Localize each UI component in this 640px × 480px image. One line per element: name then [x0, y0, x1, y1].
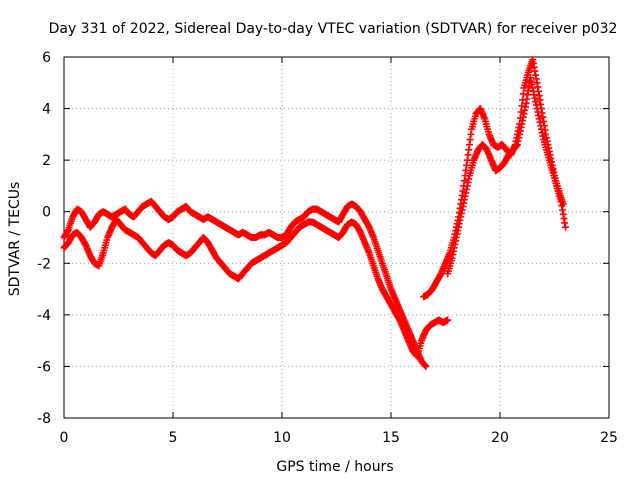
grid-lines	[64, 57, 609, 418]
y-tick-label: 0	[42, 205, 51, 221]
y-tick-label: -8	[37, 411, 51, 427]
x-tick-label: 20	[491, 430, 509, 446]
series-trace-b	[60, 215, 452, 360]
x-tick-label: 25	[600, 430, 618, 446]
y-tick-label: -6	[37, 359, 51, 375]
data-point	[519, 96, 527, 104]
tick-labels: 0 5 10 15 20 25 -8 -6 -4 -2 0 2 4 6	[37, 50, 618, 446]
y-tick-label: 4	[42, 102, 51, 118]
data-point	[519, 90, 527, 98]
data-points	[60, 56, 569, 370]
y-axis-label: SDTVAR / TECUs	[7, 182, 23, 297]
data-point	[518, 102, 526, 110]
x-tick-label: 10	[273, 430, 291, 446]
x-axis-label: GPS time / hours	[276, 459, 393, 475]
data-point	[561, 223, 569, 231]
series-trace-a	[60, 197, 430, 370]
x-tick-label: 0	[60, 430, 69, 446]
chart-title: Day 331 of 2022, Sidereal Day-to-day VTE…	[49, 21, 618, 37]
series-trace-d	[444, 74, 569, 278]
data-point	[422, 362, 430, 370]
x-tick-label: 15	[382, 430, 400, 446]
y-tick-label: -4	[37, 308, 51, 324]
y-tick-label: 6	[42, 50, 51, 66]
data-point	[444, 316, 452, 324]
y-tick-label: 2	[42, 153, 51, 169]
y-tick-label: -2	[37, 256, 51, 272]
x-tick-label: 5	[169, 430, 178, 446]
